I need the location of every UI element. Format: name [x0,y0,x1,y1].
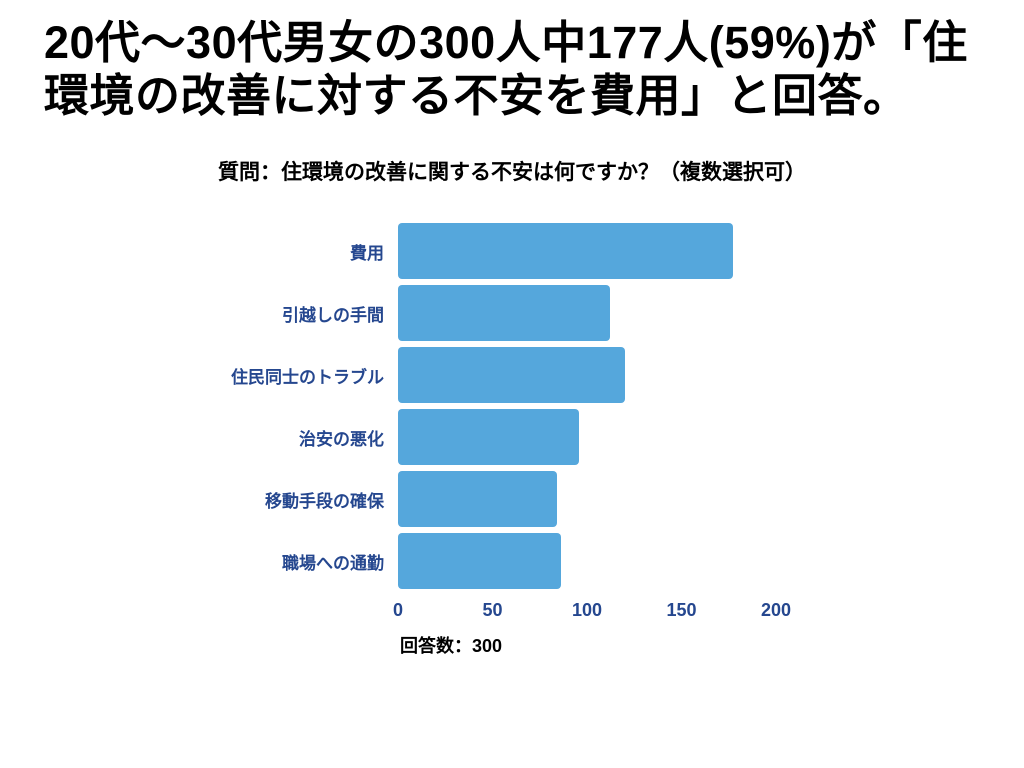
bar-track [398,533,776,590]
x-axis-ticks: 0 50 100 150 200 [393,600,791,626]
x-axis-label: 回答数：300 [400,636,503,657]
category-label: 引越しの手間 [282,305,384,325]
chart-bar-row: 住民同士のトラブル [0,344,1024,406]
bar-track [398,471,776,528]
chart-bar-row: 職場への通勤 [0,530,1024,592]
x-axis-tick: 0 [392,600,404,621]
chart-bar-row: 引越しの手間 [0,282,1024,344]
bar [398,223,733,280]
chart-bar-row: 治安の悪化 [0,406,1024,468]
bar [398,347,625,404]
bar-track [398,409,776,466]
bar [398,409,580,466]
bar-track [398,223,776,280]
x-axis-tick: 200 [760,600,792,621]
chart-rows: 費用引越しの手間住民同士のトラブル治安の悪化移動手段の確保職場への通勤 [0,220,1024,592]
bar [398,471,557,528]
category-label: 職場への通勤 [282,553,384,573]
x-axis-tick: 150 [666,600,697,621]
x-axis-tick: 100 [571,600,603,621]
horizontal-bar-chart: 費用引越しの手間住民同士のトラブル治安の悪化移動手段の確保職場への通勤 0 50 1… [0,220,1024,658]
category-label: 住民同士のトラブル [231,367,384,387]
bar [398,533,561,590]
category-label: 移動手段の確保 [265,491,384,511]
category-label: 費用 [350,243,384,263]
x-axis-tick: 50 [482,600,503,621]
chart-bar-row: 移動手段の確保 [0,468,1024,530]
chart-question-subtitle: 質問：住環境の改善に関する不安は何ですか？（複数選択可） [218,161,806,185]
bar-track [398,285,776,342]
page-title: 20代〜30代男女の300人中177人(59%)が「住環境の改善に対する不安を費… [44,17,968,122]
bar [398,285,610,342]
bar-track [398,347,776,404]
category-label: 治安の悪化 [299,429,384,449]
chart-bar-row: 費用 [0,220,1024,282]
